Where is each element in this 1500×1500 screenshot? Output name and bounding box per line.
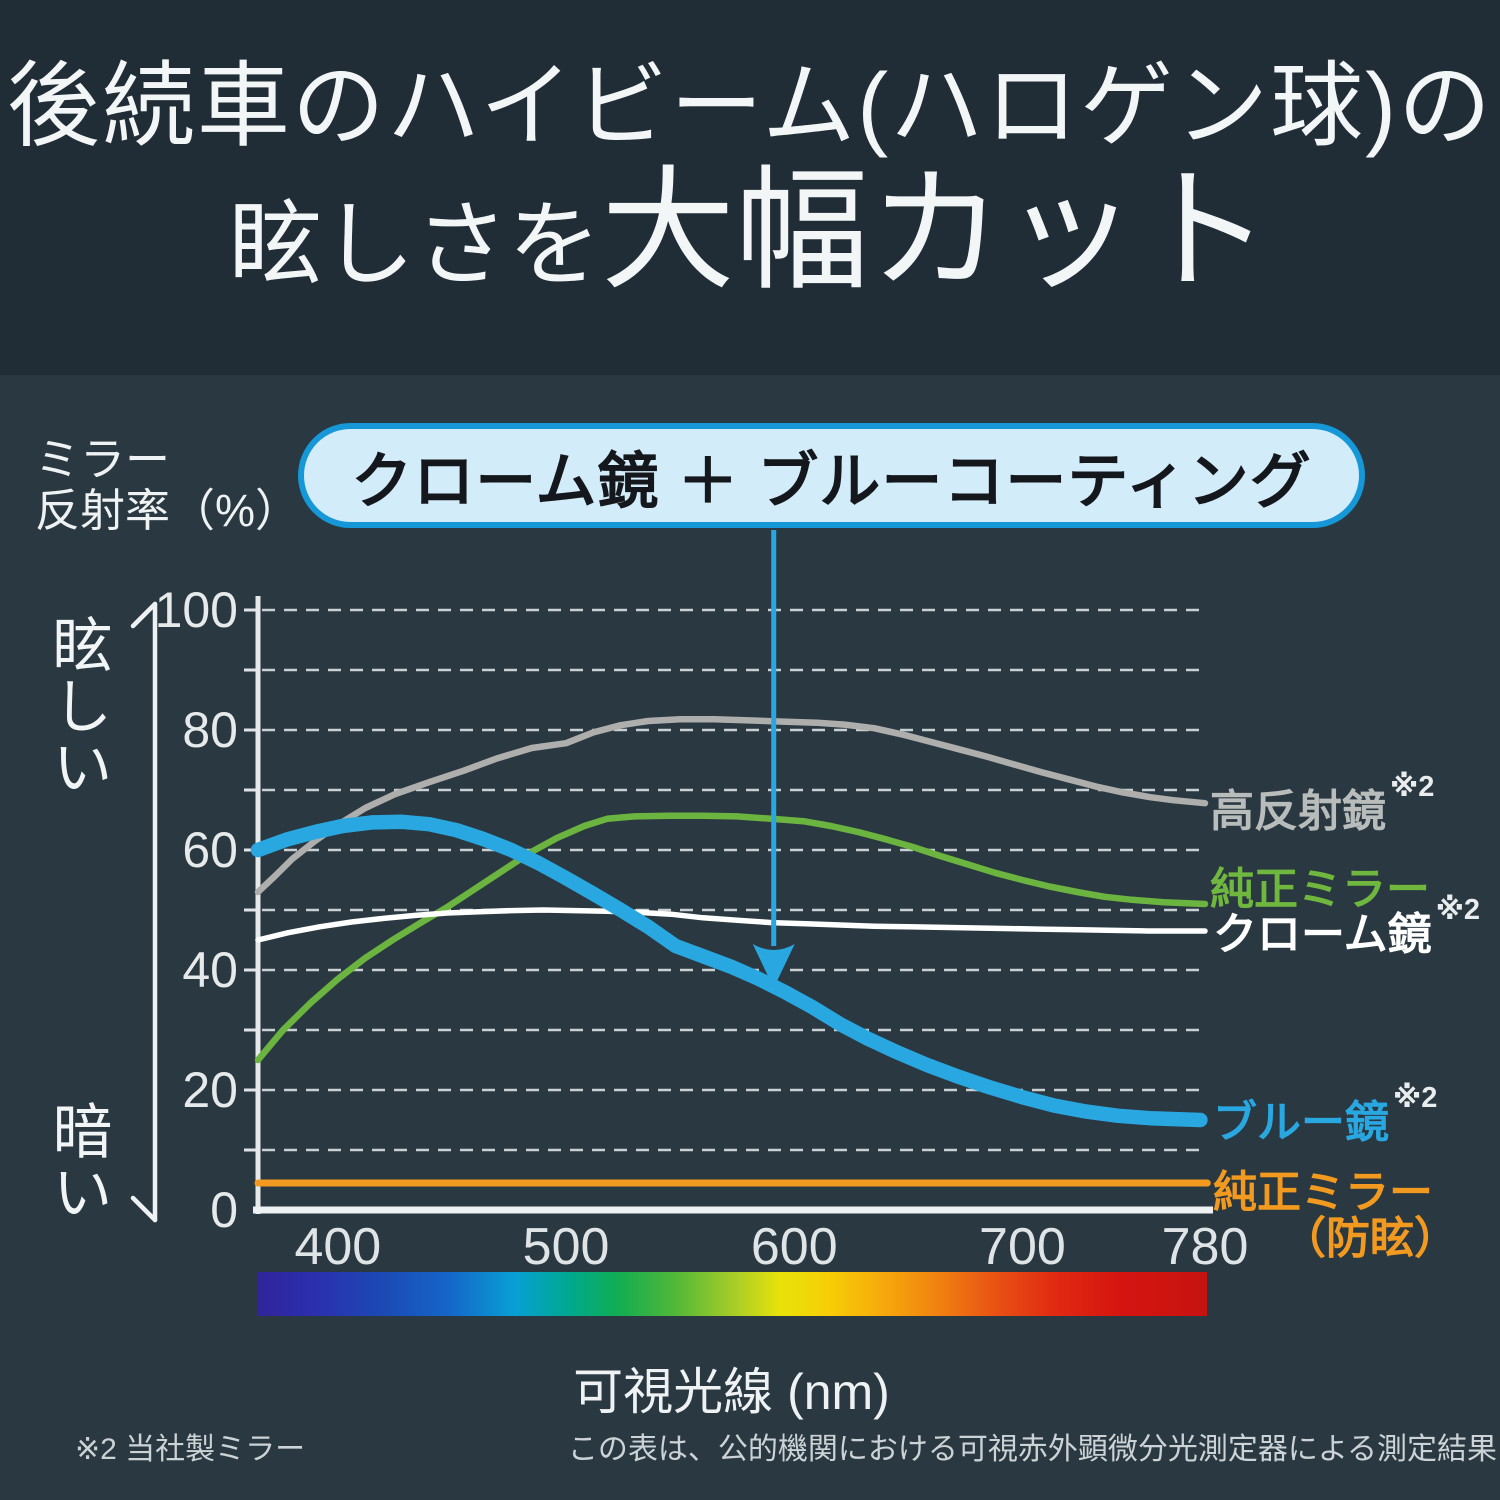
x-tick-label-600: 600: [750, 1218, 838, 1276]
x-axis-title: 可視光線 (nm): [573, 1364, 890, 1420]
title-band: 後続車のハイビーム(ハロゲン球)の 眩しさを大幅カット: [0, 0, 1500, 375]
y-tick-label-80: 80: [182, 702, 238, 758]
page-title-line1: 後続車のハイビーム(ハロゲン球)の: [6, 54, 1494, 158]
series-line: [255, 907, 1208, 943]
legend-chrome-mirror: クローム鏡 ※2: [1213, 894, 1481, 959]
y-tick-label-0: 0: [210, 1182, 238, 1238]
page-title-line2: 眩しさを大幅カット: [0, 165, 1500, 299]
y-tick-label-20: 20: [182, 1062, 238, 1118]
x-tick-label-780: 780: [1161, 1218, 1249, 1276]
visible-light-spectrum-bar: [258, 1272, 1207, 1316]
footnote-right: この表は、公的機関における可視赤外顕微分光測定器による測定結果: [567, 1433, 1497, 1466]
series-line: [254, 715, 1209, 896]
x-tick-label-500: 500: [522, 1218, 610, 1276]
series-line: [250, 814, 1208, 1128]
callout-text: クローム鏡 ＋ ブルーコーティング: [351, 447, 1312, 515]
y-tick-label-100: 100: [154, 582, 238, 638]
y-tick-label-40: 40: [182, 942, 238, 998]
legend-genuine-mirror-antiglare: 純正ミラー: [1213, 1168, 1433, 1217]
legend-genuine-mirror-antiglare-line2: （防眩）: [1282, 1214, 1458, 1263]
footnote-left: ※2 当社製ミラー: [75, 1433, 306, 1466]
legend-high-reflection-mirror: 高反射鏡 ※2: [1210, 771, 1435, 836]
footnote-marker: ※2: [1393, 1082, 1438, 1115]
legend-genuine-mirror: 純正ミラー: [1210, 865, 1430, 914]
callout-arrow-head: [752, 944, 795, 988]
legend-blue-mirror: ブルー鏡 ※2: [1213, 1082, 1438, 1147]
footnote-marker: ※2: [1435, 894, 1481, 927]
x-tick-label-400: 400: [294, 1218, 382, 1276]
glare-scale-arrow: [130, 601, 158, 1223]
callout-bubble: クローム鏡 ＋ ブルーコーティング: [298, 423, 1365, 528]
x-tick-label-700: 700: [979, 1218, 1066, 1276]
title-line2-large: 大幅カット: [600, 157, 1271, 307]
scale-label-dark: 暗い: [44, 1100, 111, 1222]
title-line2-small: 眩しさを: [228, 193, 601, 298]
series-line: [254, 812, 1209, 1064]
scale-label-glaring: 眩しい: [44, 614, 111, 797]
y-tick-label-60: 60: [182, 822, 238, 878]
footnote-marker: ※2: [1390, 771, 1435, 804]
y-axis-title: ミラー 反射率（%）: [35, 434, 301, 537]
